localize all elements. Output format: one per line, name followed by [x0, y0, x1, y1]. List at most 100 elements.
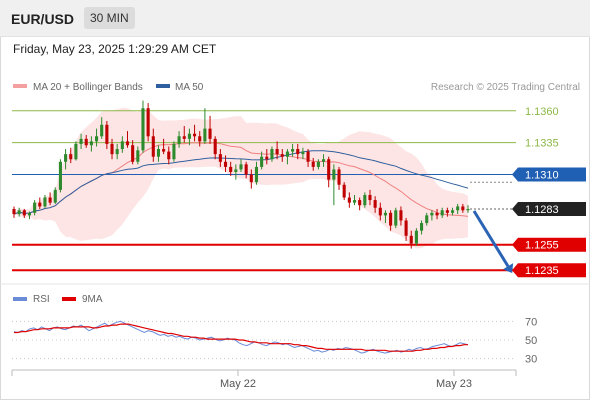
level-tag-1.1283	[512, 202, 586, 216]
rsi-legend-swatch	[13, 297, 27, 301]
candle-body	[347, 197, 351, 203]
candle-body	[12, 209, 16, 215]
candle-body	[440, 210, 444, 216]
moving-averages	[13, 142, 469, 217]
candle-body	[404, 220, 408, 236]
ma50-line	[13, 150, 469, 215]
level-label-1.1235: 1.1235	[525, 265, 559, 277]
candle-body	[389, 212, 393, 226]
candle-body	[218, 154, 222, 162]
candle-body	[223, 161, 228, 167]
candle-body	[125, 141, 130, 146]
rsi-panel: 70 50 30	[12, 316, 537, 366]
candle-body	[368, 194, 372, 201]
candle-body	[17, 210, 21, 215]
candle-body	[450, 210, 455, 213]
candle-body	[203, 128, 207, 142]
candle-body	[378, 207, 382, 216]
candle-body	[64, 154, 68, 162]
candle-body	[136, 150, 140, 162]
candle-body	[27, 212, 32, 216]
candle-body	[373, 200, 377, 208]
candle-body	[120, 141, 124, 150]
candle-body	[213, 138, 217, 155]
candle-body	[270, 149, 274, 160]
candle-body	[254, 166, 259, 183]
candle-body	[110, 143, 114, 155]
candle-body	[394, 210, 398, 226]
level-tag-1.1310	[512, 167, 586, 182]
candle-body	[306, 151, 310, 162]
level-tag-1.1235	[512, 263, 586, 278]
candle-body	[146, 108, 150, 137]
candle-body	[182, 136, 186, 139]
rsi-tick-50: 50	[525, 335, 537, 347]
candle-body	[445, 210, 449, 213]
level-tag-1.1255	[512, 237, 586, 252]
candle-body	[33, 202, 37, 213]
rsi-tick-70: 70	[525, 316, 537, 328]
candle-body	[265, 156, 269, 160]
bollinger-band	[14, 107, 468, 249]
candle-body	[430, 212, 434, 216]
candle-body	[187, 133, 191, 139]
candle-body	[58, 161, 62, 190]
candle-body	[337, 169, 341, 185]
chart-header: EUR/USD 30 MIN	[0, 0, 590, 37]
candle-body	[399, 210, 403, 221]
candle-body	[208, 128, 212, 139]
rsi-tick-30: 30	[525, 354, 537, 366]
candle-body	[234, 169, 238, 172]
candle-body	[22, 210, 26, 216]
ma20-legend-swatch	[13, 84, 27, 88]
level-label-1.1283: 1.1283	[525, 204, 559, 216]
candle-body	[198, 136, 202, 142]
level-label-1.1360: 1.1360	[525, 106, 559, 118]
level-label-1.1255: 1.1255	[525, 240, 559, 252]
time-tick-label: May 22	[220, 378, 256, 390]
candle-body	[280, 154, 284, 157]
bollinger-band-fill	[14, 107, 468, 249]
candle-body	[172, 143, 176, 160]
candle-body	[38, 202, 42, 207]
rsi-ma-legend: 9MA	[82, 294, 103, 305]
candle-body	[239, 164, 243, 170]
candle-body	[74, 143, 78, 160]
ma50-legend-swatch	[156, 84, 170, 88]
candle-body	[409, 235, 413, 244]
candle-body	[456, 206, 460, 211]
ma20-legend: MA 20 + Bollinger Bands	[33, 82, 143, 93]
candle-body	[151, 136, 155, 157]
ma50-legend: MA 50	[175, 82, 204, 93]
candle-body	[291, 149, 295, 152]
candle-body	[321, 159, 326, 162]
candle-body	[141, 108, 145, 151]
candle-body	[285, 151, 289, 157]
candle-body	[461, 206, 465, 211]
candle-body	[94, 136, 99, 142]
forecast-arrow-line	[472, 210, 510, 268]
candle-body	[48, 197, 52, 203]
level-label-1.1335: 1.1335	[525, 138, 559, 150]
candle-body	[327, 159, 331, 180]
credit-label: Research © 2025 Trading Central	[431, 82, 580, 93]
candle-body	[162, 149, 166, 152]
candle-body	[363, 194, 367, 206]
level-label-1.1310: 1.1310	[525, 170, 559, 182]
symbol-label: EUR/USD	[11, 11, 75, 27]
candle-body	[131, 145, 135, 162]
rsi-legend: RSI	[33, 294, 50, 305]
candle-body	[420, 223, 424, 231]
candle-body	[43, 197, 47, 207]
candle-body	[69, 154, 73, 160]
candle-body	[296, 149, 300, 155]
candles	[12, 100, 470, 249]
candle-body	[383, 212, 388, 216]
forecast-arrow	[472, 210, 514, 274]
candle-body	[425, 215, 429, 224]
rsi-ma-line	[14, 323, 468, 352]
candle-body	[105, 124, 109, 144]
timeframe-badge[interactable]: 30 MIN	[84, 7, 135, 29]
candle-body	[229, 166, 233, 172]
